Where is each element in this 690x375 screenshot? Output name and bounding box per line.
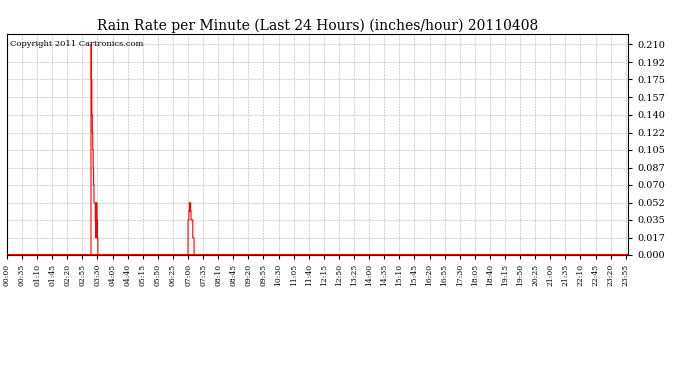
Title: Rain Rate per Minute (Last 24 Hours) (inches/hour) 20110408: Rain Rate per Minute (Last 24 Hours) (in… [97,18,538,33]
Text: Copyright 2011 Cartronics.com: Copyright 2011 Cartronics.com [10,40,144,48]
